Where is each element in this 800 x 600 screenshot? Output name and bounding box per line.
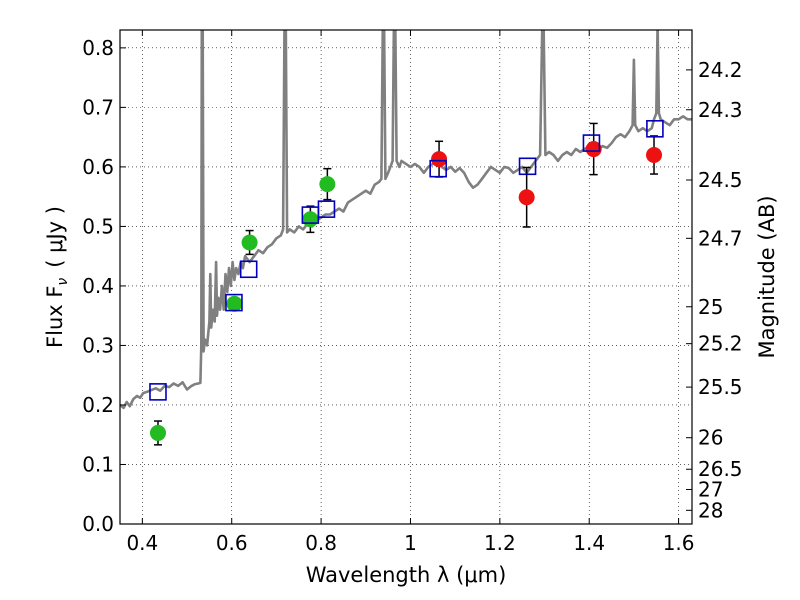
y-tick-label: 0.2 bbox=[82, 393, 114, 417]
photometry-point bbox=[319, 176, 336, 193]
x-tick-label: 0.6 bbox=[216, 531, 248, 555]
x-tick-label: 1.2 bbox=[484, 531, 516, 555]
x-tick-label: 0.8 bbox=[305, 531, 337, 555]
y-axis-label-right: Magnitude (AB) bbox=[755, 195, 779, 358]
right-tick-label: 28 bbox=[698, 498, 723, 522]
right-tick-label: 25 bbox=[698, 295, 723, 319]
plot-frame bbox=[119, 29, 693, 525]
grid-lines bbox=[120, 30, 692, 525]
y-axis-label-left: Flux Fν ( μJy ) bbox=[43, 206, 71, 348]
photometry-point bbox=[241, 234, 258, 251]
model-flux-square bbox=[317, 200, 336, 218]
model-spectrum-layer bbox=[120, 30, 692, 410]
y-tick-label: 0.7 bbox=[82, 95, 114, 119]
right-tick-label: 26 bbox=[698, 426, 723, 450]
x-tick-label: 0.4 bbox=[126, 531, 158, 555]
photometry-point bbox=[226, 295, 243, 312]
right-tick-label: 25.5 bbox=[698, 375, 743, 399]
svg-text:Flux Fν( μJy ): Flux Fν ( μJy ) bbox=[43, 206, 71, 348]
model-flux-square bbox=[239, 260, 258, 279]
x-axis-label: Wavelength λ (μm) bbox=[306, 563, 507, 587]
right-tick-label: 27 bbox=[698, 477, 723, 501]
photometry-point bbox=[149, 424, 166, 441]
model-flux-square bbox=[225, 293, 243, 312]
right-tick-label: 24.5 bbox=[698, 168, 743, 192]
model-flux-square bbox=[582, 134, 601, 152]
y-tick-label: 0.4 bbox=[82, 274, 114, 298]
model-flux-square bbox=[149, 383, 167, 401]
y-axis-label-text: Flux F bbox=[43, 286, 67, 348]
y-tick-label: 0.5 bbox=[82, 214, 114, 238]
photometry-markers-layer bbox=[149, 120, 664, 446]
right-tick-label: 24.7 bbox=[698, 226, 743, 250]
model-flux-square bbox=[518, 157, 537, 176]
y-tick-label: 0.3 bbox=[82, 333, 114, 357]
model-spectrum-line bbox=[120, 30, 692, 410]
y-tick-label: 0.6 bbox=[82, 155, 114, 179]
y-axis-label-unit: ( μJy ) bbox=[43, 206, 67, 268]
y-axis-label-subscript: ν bbox=[55, 278, 71, 286]
right-tick-label: 24.2 bbox=[698, 58, 743, 82]
right-tick-label: 26.5 bbox=[698, 457, 743, 481]
model-flux-square bbox=[429, 159, 447, 178]
x-tick-label: 1.6 bbox=[663, 531, 695, 555]
x-tick-label: 1.4 bbox=[573, 531, 605, 555]
y-tick-label: 0.1 bbox=[82, 452, 114, 476]
photometry-point bbox=[431, 151, 448, 168]
right-tick-label: 25.2 bbox=[698, 332, 743, 356]
x-tick-label: 1 bbox=[404, 531, 417, 555]
photometry-point bbox=[302, 211, 319, 228]
y-tick-label: 0.8 bbox=[82, 36, 114, 60]
right-tick-label: 24.3 bbox=[698, 98, 743, 122]
photometry-point bbox=[646, 146, 663, 163]
photometry-point bbox=[585, 141, 602, 158]
photometry-point bbox=[518, 189, 535, 206]
axis-ticks: 0.4 0.6 0.8 1 1.2 1.4 1.6 0.0 0.1 0.2 0.3 0.4 0.5 0.6… bbox=[82, 30, 743, 555]
y-tick-label: 0.0 bbox=[82, 512, 114, 536]
model-flux-square bbox=[646, 120, 664, 138]
